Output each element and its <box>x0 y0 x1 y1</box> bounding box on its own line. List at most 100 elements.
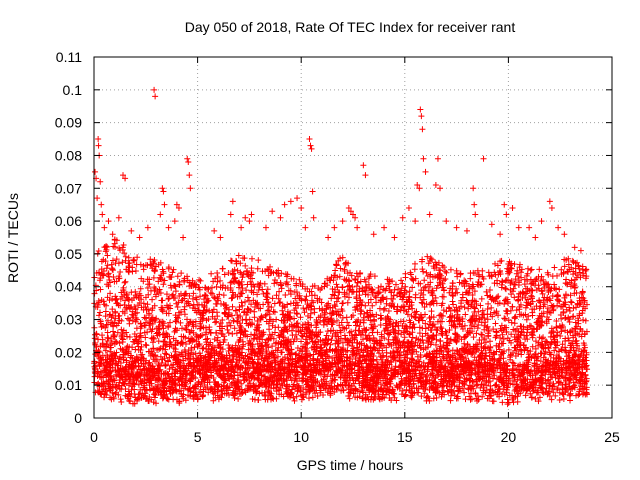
data-point <box>386 378 393 385</box>
data-point <box>186 292 193 299</box>
data-point <box>209 290 216 297</box>
data-point <box>571 282 578 289</box>
data-point <box>386 331 393 338</box>
data-point <box>318 299 325 306</box>
data-point <box>482 319 489 326</box>
data-point <box>416 358 423 365</box>
data-point <box>275 295 282 302</box>
data-point <box>131 257 138 264</box>
data-point <box>212 300 219 307</box>
data-point <box>234 267 241 274</box>
data-point <box>454 273 461 280</box>
data-point <box>505 300 512 307</box>
data-point <box>271 355 278 362</box>
data-point <box>524 296 531 303</box>
data-point <box>529 332 536 339</box>
data-point <box>294 320 301 327</box>
data-point <box>506 269 513 276</box>
data-point <box>323 336 330 343</box>
data-point <box>419 300 426 307</box>
data-point <box>124 371 131 378</box>
data-point <box>417 374 424 381</box>
data-point <box>568 344 575 351</box>
data-point <box>575 369 582 376</box>
data-point <box>474 397 481 404</box>
data-point <box>469 284 476 291</box>
data-point <box>142 360 149 367</box>
data-point <box>517 323 524 330</box>
data-point <box>302 296 309 303</box>
data-point <box>583 384 590 391</box>
data-point <box>365 291 372 298</box>
data-point <box>512 344 519 351</box>
data-point <box>502 286 509 293</box>
data-point <box>220 292 227 299</box>
data-point <box>192 350 199 357</box>
data-point <box>461 389 468 396</box>
data-point <box>540 354 547 361</box>
data-point <box>567 342 574 349</box>
data-point <box>137 338 144 345</box>
data-point <box>544 305 551 312</box>
data-point <box>169 386 176 393</box>
data-point <box>573 323 580 330</box>
data-point <box>110 243 117 250</box>
data-point <box>513 338 520 345</box>
data-point <box>453 285 460 292</box>
data-point <box>492 320 499 327</box>
data-point <box>329 286 336 293</box>
data-point <box>451 350 458 357</box>
data-point <box>558 365 565 372</box>
data-point <box>122 253 129 260</box>
data-point <box>419 256 426 263</box>
data-point <box>390 354 397 361</box>
data-point <box>528 295 535 302</box>
data-point <box>570 305 577 312</box>
data-point <box>239 274 246 281</box>
data-point <box>106 364 113 371</box>
data-point <box>409 329 416 336</box>
data-point <box>98 390 105 397</box>
data-point <box>104 262 111 269</box>
data-point <box>248 301 255 308</box>
data-point <box>373 364 380 371</box>
data-point <box>507 286 514 293</box>
data-point <box>517 269 524 276</box>
data-point <box>143 342 150 349</box>
data-point <box>549 273 556 280</box>
data-point <box>395 364 402 371</box>
data-point <box>163 395 170 402</box>
data-point <box>408 312 415 319</box>
data-point <box>524 265 531 272</box>
data-point <box>365 313 372 320</box>
data-point <box>109 312 116 319</box>
data-point <box>180 369 187 376</box>
data-point <box>576 346 583 353</box>
data-point <box>567 298 574 305</box>
data-point <box>556 389 563 396</box>
data-point <box>233 330 240 337</box>
data-point <box>418 393 425 400</box>
data-point <box>304 340 311 347</box>
data-point <box>352 394 359 401</box>
data-point <box>386 341 393 348</box>
data-point <box>540 344 547 351</box>
data-point <box>468 396 475 403</box>
data-point <box>122 297 129 304</box>
data-point <box>242 262 249 269</box>
data-point <box>294 388 301 395</box>
data-point <box>284 271 291 278</box>
data-point <box>486 362 493 369</box>
data-point <box>118 326 125 333</box>
data-point <box>403 386 410 393</box>
data-point <box>470 269 477 276</box>
data-point <box>441 287 448 294</box>
data-point <box>581 331 588 338</box>
data-point <box>412 291 419 298</box>
data-point <box>333 371 340 378</box>
data-point <box>254 280 261 287</box>
data-point <box>507 264 514 271</box>
data-point <box>497 334 504 341</box>
data-point <box>109 267 116 274</box>
data-point <box>557 303 564 310</box>
